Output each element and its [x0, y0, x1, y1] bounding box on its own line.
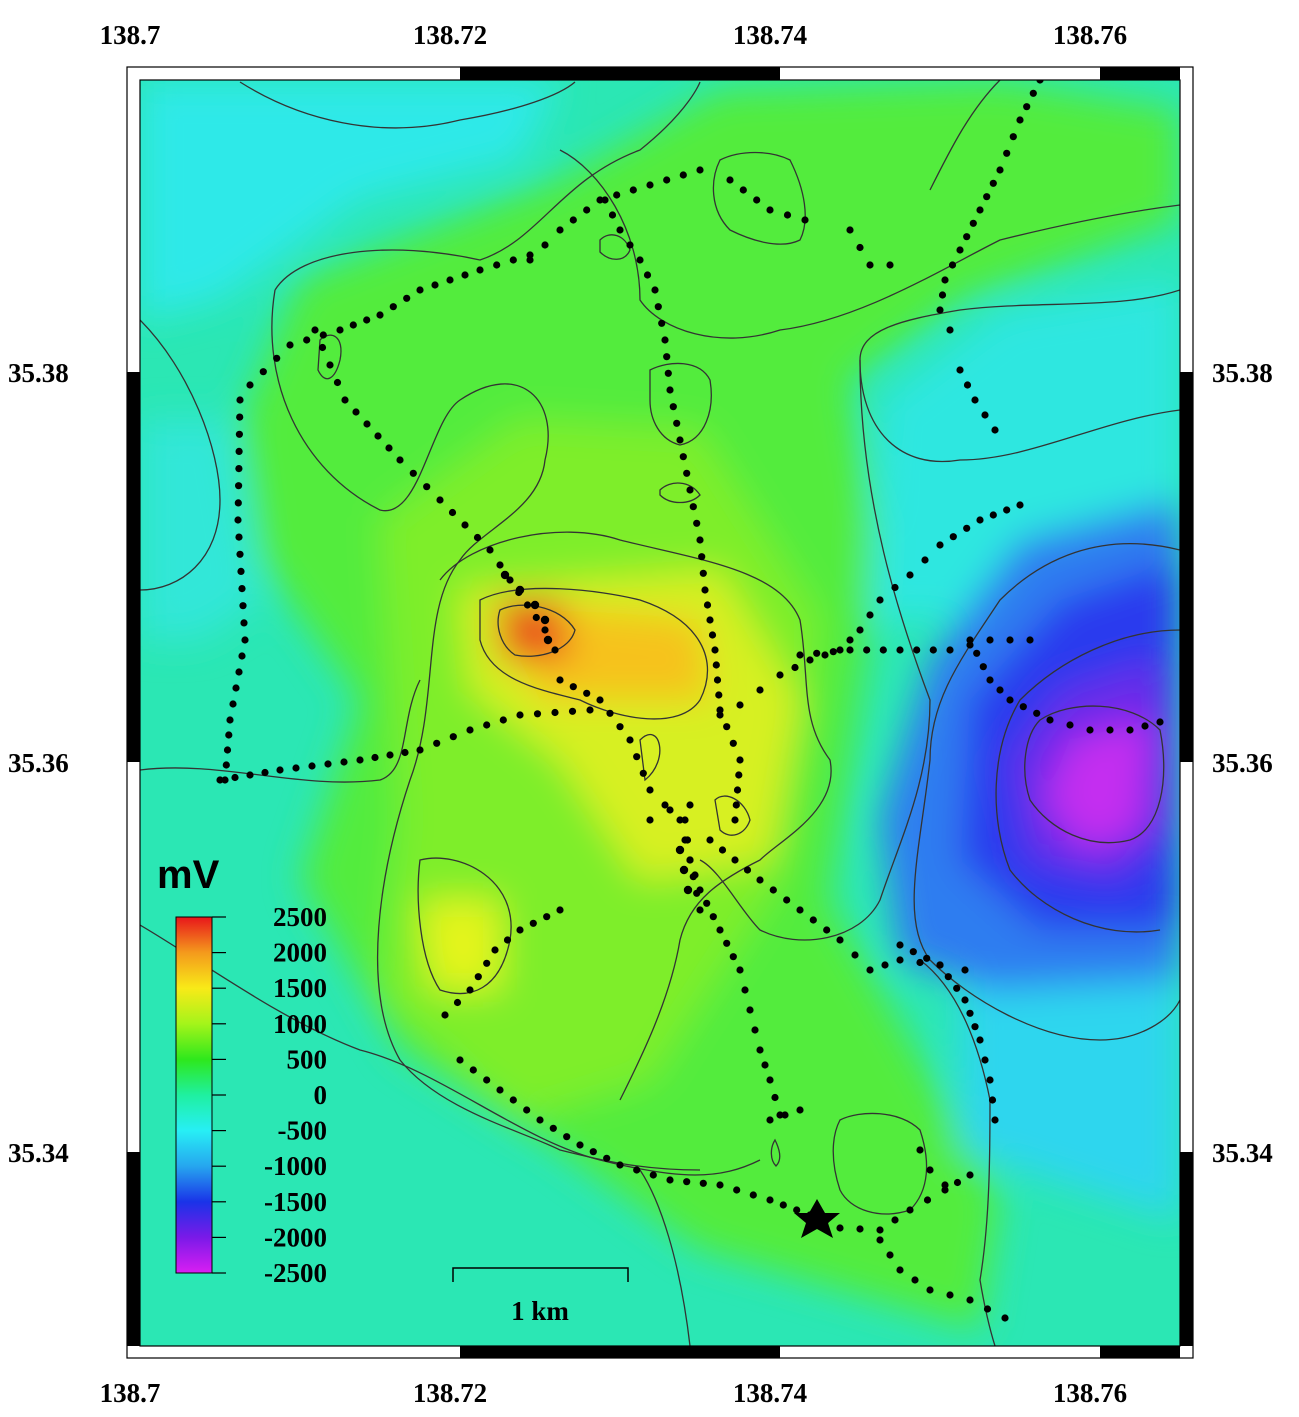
- x-axis-top: 138.7 138.72 138.74 138.76: [100, 20, 1128, 50]
- y-tick-label: 35.38: [8, 358, 69, 388]
- colorbar-label: -2500: [264, 1258, 327, 1288]
- x-axis-bottom: 138.7 138.72 138.74 138.76: [100, 1378, 1128, 1408]
- colorbar-label: -500: [278, 1116, 328, 1146]
- x-tick-label: 138.76: [1053, 20, 1127, 50]
- colorbar-label: -2000: [264, 1222, 327, 1252]
- colorbar-label: 2000: [273, 938, 327, 968]
- colorbar-label: -1500: [264, 1187, 327, 1217]
- x-tick-label: 138.7: [100, 1378, 161, 1408]
- x-tick-label: 138.72: [413, 1378, 487, 1408]
- scale-bar-label: 1 km: [511, 1296, 569, 1326]
- x-tick-label: 138.74: [733, 20, 807, 50]
- colorbar-label: 0: [314, 1080, 328, 1110]
- map-frame: [126, 66, 1194, 1359]
- colorbar-label: 2500: [273, 902, 327, 932]
- y-axis-right: 35.38 35.36 35.34: [1212, 358, 1273, 1168]
- x-tick-label: 138.76: [1053, 1378, 1127, 1408]
- colorbar-gradient: [175, 916, 213, 1274]
- colorbar-label: 500: [287, 1044, 328, 1074]
- y-tick-label: 35.36: [1212, 748, 1273, 778]
- y-axis-left: 35.38 35.36 35.34: [8, 358, 69, 1168]
- y-tick-label: 35.36: [8, 748, 69, 778]
- scale-bar: [452, 1267, 629, 1282]
- y-tick-label: 35.34: [8, 1138, 69, 1168]
- colorbar-ticks: 2500 2000 1500 1000 500 0 -500 -1000 -1500 -2000 -…: [212, 902, 327, 1288]
- potential-color-field: [140, 80, 1180, 1346]
- x-tick-label: 138.7: [100, 20, 161, 50]
- x-tick-label: 138.74: [733, 1378, 807, 1408]
- colorbar-label: -1000: [264, 1151, 327, 1181]
- star-icon: [794, 1199, 840, 1238]
- observation-points: [216, 80, 1164, 1322]
- y-tick-label: 35.38: [1212, 358, 1273, 388]
- y-tick-label: 35.34: [1212, 1138, 1273, 1168]
- colorbar-label: 1000: [273, 1009, 327, 1039]
- colorbar-label: 1500: [273, 973, 327, 1003]
- colorbar-unit: mV: [157, 853, 220, 897]
- x-tick-label: 138.72: [413, 20, 487, 50]
- colorbar: mV 2500 2000 1500 1000 500 0 -500 -1000 -1500 -20…: [157, 853, 327, 1288]
